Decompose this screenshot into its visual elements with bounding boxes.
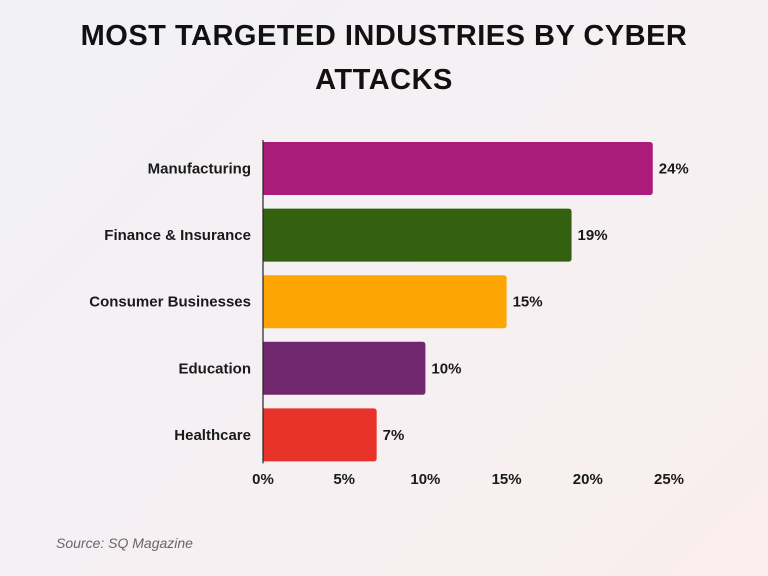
category-label: Finance & Insurance [104,227,251,244]
category-label: Healthcare [174,427,251,444]
value-label: 15% [513,294,543,311]
bar-3 [263,341,426,395]
bars-group: Manufacturing 24% Finance & Insurance 19% Co… [89,142,689,462]
category-label: Manufacturing [148,161,251,178]
value-label: 19% [578,227,608,244]
x-tick-label: 25% [654,471,684,488]
bar-4 [263,408,377,462]
bar-2 [263,275,507,329]
bar-0 [263,142,653,195]
value-label: 7% [383,427,405,444]
x-tick-label: 15% [492,471,522,488]
bar-1 [263,208,572,262]
value-label: 24% [659,161,689,178]
x-axis-ticks: 0% 5% 10% 15% 20% 25% [252,471,684,488]
category-label: Education [178,360,251,377]
x-tick-label: 20% [573,471,603,488]
x-tick-label: 10% [410,471,440,488]
category-label: Consumer Businesses [89,294,251,311]
chart-title: MOST TARGETED INDUSTRIES BY CYBER ATTACK… [80,20,688,96]
x-tick-label: 0% [252,471,274,488]
value-label: 10% [431,360,461,377]
x-tick-label: 5% [333,471,355,488]
source-note: Source: SQ Magazine [56,535,193,551]
